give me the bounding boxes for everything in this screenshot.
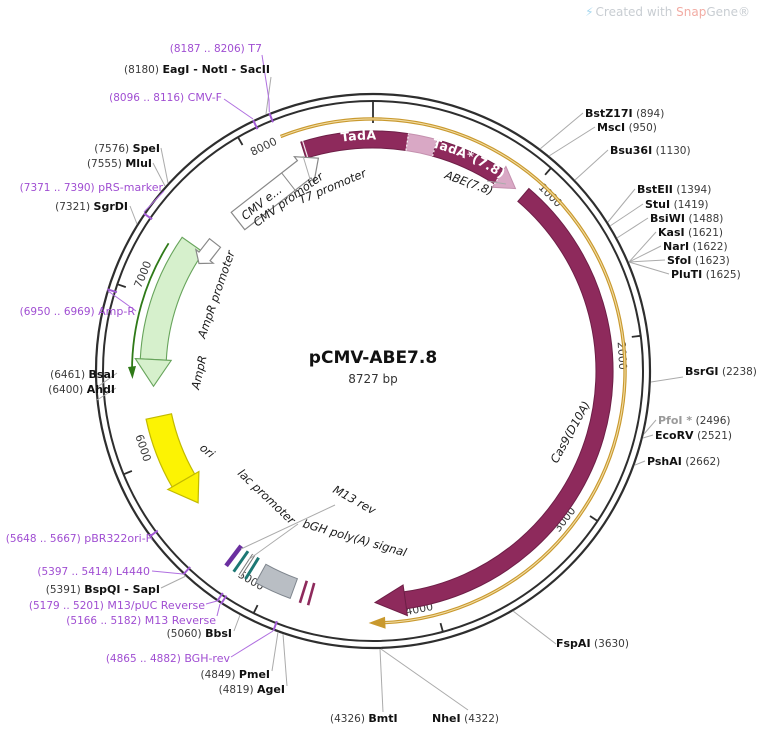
bgh-label: bGH poly(A) signal — [301, 516, 409, 559]
primer-site-ticks — [107, 112, 278, 631]
primer-label-pbr322ori-f: (5648 .. 5667) pBR322ori-F — [5, 532, 152, 545]
lac-m13-features — [224, 544, 260, 580]
primer-label-cmv-f: (8096 .. 8116) CMV-F — [109, 91, 222, 104]
enzyme-label-fspai: FspAI (3630) — [556, 637, 629, 650]
svg-text:8000: 8000 — [248, 135, 279, 159]
primer-leader-lines — [107, 54, 274, 658]
primer-label-prs-marker: (7371 .. 7390) pRS-marker — [19, 181, 163, 194]
enzyme-label-msci: MscI (950) — [597, 121, 657, 134]
enzyme-label-bsteii: BstEII (1394) — [637, 183, 712, 196]
enzyme-label-ahdi: (6400) AhdI — [48, 383, 115, 396]
plasmid-name: pCMV-ABE7.8 — [309, 348, 437, 368]
primer-label-l4440: (5397 .. 5414) L4440 — [37, 565, 150, 578]
leader-lines — [95, 76, 684, 713]
ampr-direction-line — [128, 242, 170, 379]
enzyme-label-spei: (7576) SpeI — [94, 142, 160, 155]
primer-label-m13-puc-reverse: (5179 .. 5201) M13/pUC Reverse — [28, 599, 205, 612]
enzyme-label-pmei: (4849) PmeI — [200, 668, 271, 681]
enzyme-label-eagi-noti-sacii: (8180) EagI - NotI - SacII — [124, 63, 270, 76]
enzyme-label-stui: StuI (1419) — [645, 198, 709, 211]
primer-label-amp-r: (6950 .. 6969) Amp-R — [19, 305, 135, 318]
cas9-block — [403, 187, 614, 610]
enzyme-label-bsrgi: BsrGI (2238) — [685, 365, 757, 378]
tada-label: TadA — [340, 127, 377, 144]
lac-promoter-label: lac promoter — [235, 466, 299, 528]
backbone-circle — [94, 92, 652, 650]
center-title: pCMV-ABE7.8 8727 bp — [309, 348, 437, 386]
cas9-arrowhead — [373, 584, 409, 617]
plasmid-size: 8727 bp — [348, 372, 398, 386]
enzyme-label-sgrdi: (7321) SgrDI — [55, 200, 128, 213]
ori-arrow — [145, 413, 200, 504]
svg-text:2000: 2000 — [615, 341, 630, 370]
enzyme-label-pfoi: PfoI * (2496) — [658, 414, 731, 427]
abe-orf-arc — [279, 117, 627, 629]
enzyme-label-bsai: (6461) BsaI — [50, 368, 115, 381]
enzyme-label-pshai: PshAI (2662) — [647, 455, 721, 468]
ampr-label: AmpR — [188, 354, 210, 392]
enzyme-label-bsu36i: Bsu36I (1130) — [610, 144, 691, 157]
enzyme-label-sfoi: SfoI (1623) — [667, 254, 730, 267]
ori-label: ori — [197, 441, 218, 462]
enzyme-label-bspqi-sapi: (5391) BspQI - SapI — [45, 583, 160, 596]
enzyme-label-kasi: KasI (1621) — [658, 226, 724, 239]
ampr-promoter-arrow — [194, 237, 222, 265]
snapgene-watermark: ⚡ Created with SnapGene® — [585, 5, 750, 19]
tick-marks — [117, 101, 641, 633]
enzyme-label-bbsi: (5060) BbsI — [166, 627, 232, 640]
ampr-arrow — [134, 236, 205, 388]
m13-rev-label: M13 rev — [331, 482, 379, 517]
enzyme-label-nhei: NheI (4322) — [432, 712, 500, 725]
primer-label-bgh-rev: (4865 .. 4882) BGH-rev — [105, 652, 230, 665]
svg-text:7000: 7000 — [132, 259, 155, 290]
bgh-box — [255, 563, 299, 600]
enzyme-label-agei: (4819) AgeI — [218, 683, 285, 696]
primer-label-m13-reverse: (5166 .. 5182) M13 Reverse — [66, 614, 216, 627]
primer-label-t7: (8187 .. 8206) T7 — [169, 42, 262, 55]
enzyme-label-pluti: PluTI (1625) — [671, 268, 741, 281]
abe-cds-blocks — [300, 130, 614, 617]
enzyme-label-mlui: (7555) MluI — [86, 157, 152, 170]
enzyme-label-nari: NarI (1622) — [663, 240, 728, 253]
snapgene-bolt-icon: ⚡ — [585, 5, 594, 19]
enzyme-label-ecorv: EcoRV (2521) — [655, 429, 732, 442]
enzyme-label-bstz17i: BstZ17I (894) — [585, 107, 665, 120]
bgh-boundary-bars — [298, 580, 316, 606]
enzyme-label-bsiwi: BsiWI (1488) — [650, 212, 724, 225]
enzyme-label-bmti: (4326) BmtI — [330, 712, 398, 725]
